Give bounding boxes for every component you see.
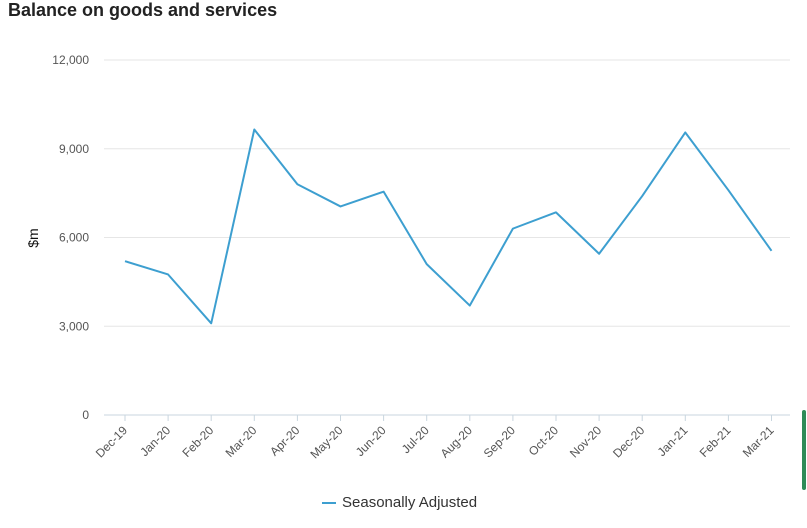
y-tick-label: 6,000 [59, 231, 89, 245]
x-tick-label: Nov-20 [567, 423, 604, 460]
x-tick-label: Dec-19 [93, 423, 130, 460]
x-tick-label: Oct-20 [526, 423, 562, 459]
x-tick-label: Mar-20 [223, 423, 260, 460]
x-tick-label: Jul-20 [399, 423, 432, 456]
legend-label: Seasonally Adjusted [342, 494, 478, 511]
x-tick-label: Feb-20 [180, 423, 217, 460]
x-tick-label: Jan-21 [655, 423, 691, 459]
y-tick-label: 3,000 [59, 319, 89, 333]
y-tick-label: 9,000 [59, 142, 89, 156]
x-tick-label: Mar-21 [740, 423, 777, 460]
x-tick-label: Apr-20 [267, 423, 303, 459]
x-tick-label: Jun-20 [353, 423, 389, 459]
y-tick-label: 0 [82, 408, 89, 422]
x-tick-label: Dec-20 [610, 423, 647, 460]
x-tick-label: Aug-20 [438, 423, 475, 460]
x-tick-label: Sep-20 [481, 423, 518, 460]
legend-line-icon [322, 501, 336, 504]
x-tick-label: Jan-20 [137, 423, 173, 459]
legend[interactable]: Seasonally Adjusted [322, 494, 477, 511]
y-axis-label: $m [25, 228, 41, 247]
x-tick-label: Feb-21 [697, 423, 734, 460]
y-tick-label: 12,000 [52, 53, 89, 67]
chart-title: Balance on goods and services [8, 0, 278, 20]
scroll-indicator[interactable] [802, 410, 806, 490]
x-tick-label: May-20 [307, 423, 345, 461]
series-line [124, 128, 773, 325]
